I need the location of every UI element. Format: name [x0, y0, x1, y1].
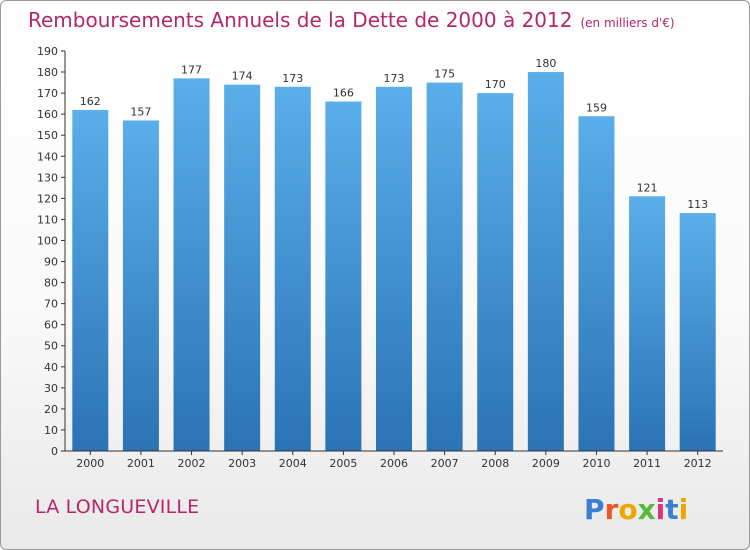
- bar-2005: [325, 101, 362, 452]
- x-tick-label-2012: 2012: [684, 457, 712, 470]
- y-tick-label-70: 70: [44, 298, 58, 311]
- x-tick-label-2005: 2005: [329, 457, 357, 470]
- bar-2002: [173, 78, 210, 452]
- data-label-2011: 121: [637, 181, 658, 194]
- x-tick-label-2004: 2004: [279, 457, 307, 470]
- y-tick-label-30: 30: [44, 382, 58, 395]
- y-tick-label-160: 160: [37, 108, 58, 121]
- bar-2006: [376, 86, 412, 451]
- x-tick-label-2001: 2001: [127, 457, 155, 470]
- data-label-2005: 166: [333, 87, 354, 100]
- y-tick-label-100: 100: [37, 234, 58, 247]
- y-tick-label-130: 130: [37, 171, 58, 184]
- y-tick-label-120: 120: [37, 192, 58, 205]
- y-tick-label-170: 170: [37, 87, 58, 100]
- x-tick-label-2008: 2008: [481, 457, 509, 470]
- data-label-2004: 173: [282, 72, 303, 85]
- x-tick-label-2006: 2006: [380, 457, 408, 470]
- x-tick-label-2009: 2009: [532, 457, 560, 470]
- bar-2000: [72, 109, 109, 452]
- bar-2007: [426, 82, 463, 451]
- y-tick-label-60: 60: [44, 319, 58, 332]
- bar-2001: [122, 120, 159, 451]
- y-tick-label-140: 140: [37, 150, 58, 163]
- data-label-2010: 159: [586, 101, 607, 114]
- x-tick-label-2007: 2007: [431, 457, 459, 470]
- bar-2003: [224, 84, 261, 452]
- data-label-2007: 175: [434, 68, 455, 81]
- y-tick-label-20: 20: [44, 403, 58, 416]
- data-label-2003: 174: [232, 70, 253, 83]
- x-tick-label-2002: 2002: [178, 457, 206, 470]
- y-tick-label-190: 190: [37, 45, 58, 58]
- x-tick-label-2003: 2003: [228, 457, 256, 470]
- y-tick-label-0: 0: [51, 445, 58, 458]
- y-tick-label-80: 80: [44, 277, 58, 290]
- y-tick-label-50: 50: [44, 340, 58, 353]
- bar-2012: [679, 213, 716, 451]
- axes-group: 2000 2001 2002 2003 2004 2005 2006 2007 2008 2009…: [37, 45, 723, 470]
- data-label-2009: 180: [535, 57, 556, 70]
- bar-2004: [274, 86, 311, 451]
- data-label-2006: 173: [384, 72, 405, 85]
- y-tick-label-150: 150: [37, 129, 58, 142]
- x-tick-label-2000: 2000: [76, 457, 104, 470]
- proxiti-logo: Proxiti: [584, 493, 688, 526]
- bar-2010: [578, 116, 615, 452]
- data-label-2008: 170: [485, 78, 506, 91]
- data-label-2012: 113: [687, 198, 708, 211]
- y-tick-label-90: 90: [44, 256, 58, 269]
- commune-name: LA LONGUEVILLE: [35, 496, 200, 518]
- svg-text:Proxiti: Proxiti: [584, 493, 688, 526]
- bar-2011: [629, 196, 666, 451]
- data-label-2002: 177: [181, 63, 202, 76]
- bar-2009: [527, 72, 564, 451]
- y-tick-label-180: 180: [37, 66, 58, 79]
- y-tick-label-40: 40: [44, 361, 58, 374]
- bar-2008: [477, 93, 514, 452]
- chart-title: Remboursements Annuels de la Dette de 20…: [28, 8, 675, 32]
- data-label-2001: 157: [130, 105, 151, 118]
- bars-group: 162 157 177 174 173 166 173 175 170 180 159 121 113: [72, 57, 716, 452]
- chart-subtitle: (en milliers d'€): [580, 16, 675, 30]
- x-tick-label-2011: 2011: [633, 457, 661, 470]
- y-tick-label-110: 110: [37, 213, 58, 226]
- data-label-2000: 162: [80, 95, 101, 108]
- y-tick-label-10: 10: [44, 424, 58, 437]
- chart-title-text: Remboursements Annuels de la Dette de 20…: [28, 8, 573, 32]
- x-tick-label-2010: 2010: [582, 457, 610, 470]
